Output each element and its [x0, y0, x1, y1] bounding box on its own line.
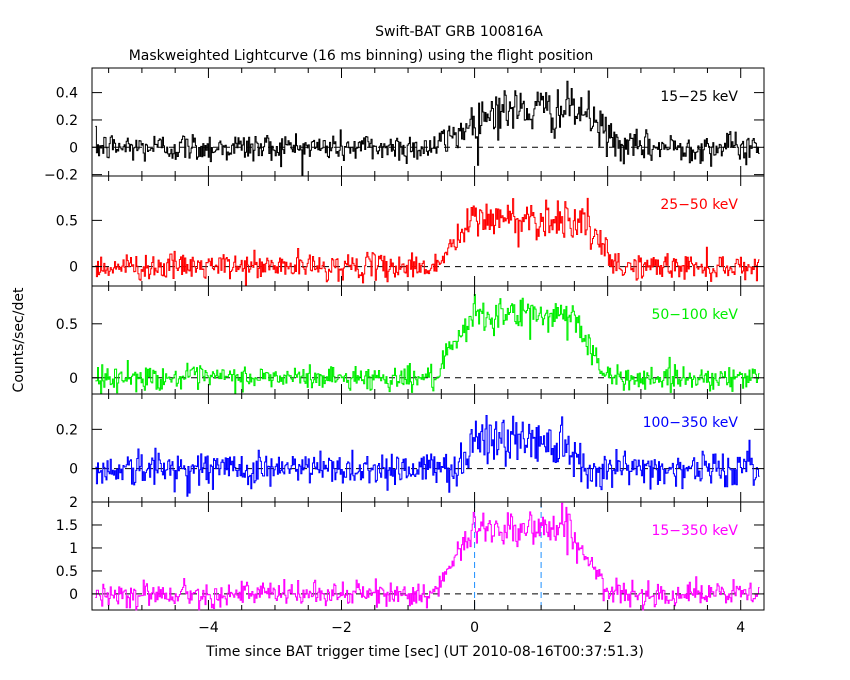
series-label-5: 15−350 keV	[651, 523, 738, 539]
y-tick-label: 2	[69, 495, 78, 511]
series-2	[95, 197, 760, 286]
panel-4: 0 0.2 100−350 keV	[56, 393, 765, 503]
panel-5: 0 0.5 1 1.5 2 15−350 keV	[56, 495, 765, 611]
y-tick-label: 0	[69, 587, 78, 603]
x-tick-label: −2	[331, 620, 352, 636]
series-3	[95, 294, 760, 395]
series-label-3: 50−100 keV	[651, 307, 738, 323]
panel-frame	[91, 67, 765, 177]
y-tick-label: 0.2	[56, 422, 78, 438]
x-tick-label: 4	[736, 620, 745, 636]
y-tick-label: 0	[69, 462, 78, 478]
y-tick-label: 1.5	[56, 518, 78, 534]
y-tick-label: 0.5	[56, 317, 78, 333]
y-tick-label: 0	[69, 260, 78, 276]
x-tick-label: 0	[470, 620, 479, 636]
panel-frame	[91, 501, 765, 611]
series-label-2: 25−50 keV	[660, 197, 738, 213]
y-tick-label: 0.5	[56, 564, 78, 580]
x-tick-label: −4	[198, 620, 219, 636]
chart-title: Swift-BAT GRB 100816A	[375, 24, 543, 40]
chart-subtitle: Maskweighted Lightcurve (16 ms binning) …	[129, 48, 594, 64]
series-5	[95, 502, 760, 611]
y-tick-label: 0.5	[56, 213, 78, 229]
y-axis-label: Counts/sec/det	[11, 287, 27, 392]
panel-3: 0 0.5 50−100 keV	[56, 285, 765, 395]
y-tick-label: −0.2	[44, 168, 78, 184]
y-tick-label: 0	[69, 140, 78, 156]
x-tick-label: 2	[603, 620, 612, 636]
series-1	[95, 80, 760, 177]
x-axis-label: Time since BAT trigger time [sec] (UT 20…	[205, 644, 644, 660]
panel-frame	[91, 393, 765, 503]
series-label-4: 100−350 keV	[643, 415, 739, 431]
y-tick-label: 0	[69, 371, 78, 387]
panel-2: 0 0.5 25−50 keV	[56, 175, 765, 287]
y-tick-label: 1	[69, 541, 78, 557]
y-tick-label: 0.2	[56, 113, 78, 129]
panel-1: −0.2 0 0.2 0.4 15−25 keV	[44, 67, 765, 184]
series-label-1: 15−25 keV	[660, 89, 738, 105]
panels-group: −0.2 0 0.2 0.4 15−25 keV 0 0.5 25−50 keV 0 0.5 50−…	[44, 67, 765, 636]
y-tick-label: 0.4	[56, 86, 78, 102]
series-4	[95, 415, 760, 497]
